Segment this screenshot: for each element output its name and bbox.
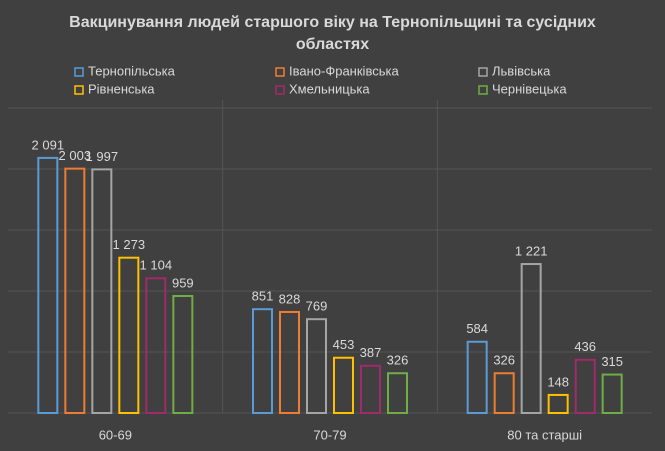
bar (118, 256, 140, 414)
value-label: 326 (493, 353, 515, 368)
value-label: 2 003 (59, 148, 92, 163)
legend-label: Івано-Франківська (289, 63, 399, 78)
legend-label: Хмельницька (289, 81, 370, 96)
bar (279, 310, 300, 415)
bar (333, 356, 354, 415)
value-label: 315 (601, 354, 623, 369)
legend-label: Чернівецька (492, 81, 567, 96)
bar (37, 156, 59, 414)
bar (306, 318, 327, 415)
bar (601, 373, 623, 415)
bar (64, 167, 86, 414)
legend-label: Рівненська (88, 81, 155, 96)
legend-label: Тернопільська (88, 63, 176, 78)
value-label: 326 (387, 353, 409, 368)
value-label: 828 (279, 291, 301, 306)
bar (145, 277, 167, 415)
legend-label: Львівська (492, 63, 551, 78)
value-label: 148 (547, 374, 569, 389)
bar (91, 168, 113, 414)
x-tick-label: 80 та старші (507, 427, 582, 442)
x-tick-label: 70-79 (313, 427, 346, 442)
legend-swatch (74, 67, 84, 77)
bar (520, 263, 542, 414)
legend-swatch (478, 85, 488, 95)
value-label: 1 104 (140, 258, 173, 273)
legend-swatch (478, 67, 488, 77)
value-label: 453 (333, 337, 355, 352)
value-label: 584 (466, 321, 488, 336)
value-label: 769 (306, 299, 328, 314)
value-label: 959 (172, 275, 194, 290)
value-label: 2 091 (32, 137, 65, 152)
value-label: 436 (574, 339, 596, 354)
bar (172, 295, 194, 415)
value-label: 851 (252, 289, 274, 304)
x-tick-label: 60-69 (99, 427, 132, 442)
bar (360, 364, 381, 415)
chart-title: Вакцинування людей старшого віку на Терн… (69, 14, 596, 53)
bar (387, 372, 408, 414)
bar (493, 372, 515, 414)
value-label: 1 221 (515, 243, 548, 258)
value-label: 1 273 (113, 237, 146, 252)
bar (466, 340, 488, 415)
legend-swatch (275, 67, 285, 77)
value-label: 1 997 (86, 149, 119, 164)
bar (574, 358, 596, 415)
legend-swatch (275, 85, 285, 95)
bar (252, 308, 273, 415)
legend-swatch (74, 85, 84, 95)
bar (547, 393, 569, 414)
value-label: 387 (360, 345, 382, 360)
